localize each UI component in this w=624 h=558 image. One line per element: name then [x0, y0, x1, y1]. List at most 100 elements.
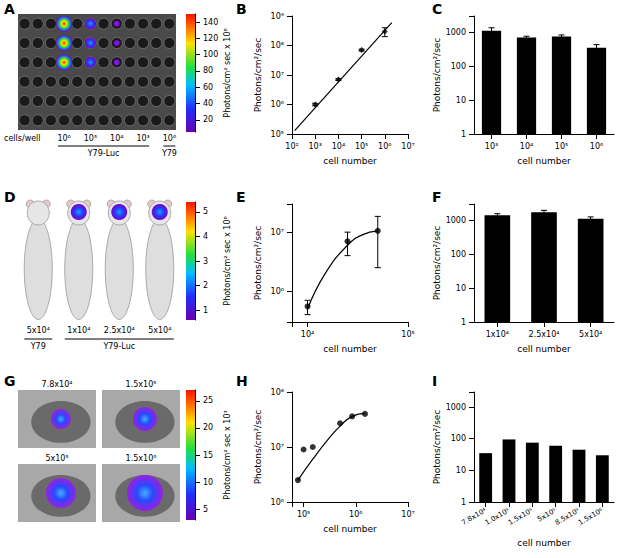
svg-text:Photons/cm²/sec: Photons/cm²/sec [253, 38, 263, 113]
svg-text:Photons/cm²/sec: Photons/cm²/sec [253, 410, 263, 485]
svg-text:5x10⁴: 5x10⁴ [27, 326, 50, 335]
svg-text:10⁷: 10⁷ [401, 510, 414, 519]
svg-text:100: 100 [451, 250, 466, 259]
svg-text:15: 15 [203, 451, 213, 460]
svg-text:40: 40 [203, 99, 213, 108]
svg-text:cell number: cell number [323, 524, 377, 534]
svg-text:D: D [4, 189, 16, 205]
svg-text:10⁶: 10⁶ [271, 100, 284, 109]
svg-text:cell number: cell number [323, 344, 377, 354]
svg-text:120: 120 [203, 34, 218, 43]
svg-text:10³: 10³ [136, 134, 149, 143]
svg-text:cells/well: cells/well [4, 134, 41, 143]
svg-text:10: 10 [203, 478, 213, 487]
svg-text:4: 4 [203, 232, 208, 241]
svg-text:10⁵: 10⁵ [271, 130, 284, 139]
svg-text:I: I [432, 373, 437, 389]
svg-text:10⁷: 10⁷ [271, 443, 284, 452]
svg-text:10⁴: 10⁴ [301, 330, 314, 339]
svg-text:10⁴: 10⁴ [110, 134, 123, 143]
svg-text:Photons/cm²/sec: Photons/cm²/sec [432, 38, 442, 113]
svg-text:5x10⁴: 5x10⁴ [579, 330, 602, 339]
svg-text:10⁷: 10⁷ [271, 71, 284, 80]
svg-text:1x10⁴: 1x10⁴ [486, 330, 509, 339]
svg-text:Y79-Luc: Y79-Luc [87, 149, 120, 158]
svg-text:Photons/cm² sec x 10⁶: Photons/cm² sec x 10⁶ [223, 28, 232, 117]
svg-text:10⁸: 10⁸ [271, 41, 284, 50]
svg-text:10³: 10³ [485, 142, 498, 151]
svg-text:80: 80 [203, 66, 213, 75]
svg-text:10⁵: 10⁵ [555, 142, 568, 151]
svg-text:Photons/cm²/sec: Photons/cm²/sec [253, 226, 263, 301]
svg-text:10⁵: 10⁵ [297, 510, 310, 519]
svg-text:Photons/cm²/sec: Photons/cm²/sec [432, 410, 442, 485]
svg-text:H: H [236, 373, 248, 389]
svg-text:100: 100 [451, 434, 466, 443]
svg-text:Photons/cm² sec x 10⁶: Photons/cm² sec x 10⁶ [223, 216, 232, 305]
svg-text:2.5x10⁴: 2.5x10⁴ [529, 330, 560, 339]
svg-text:25: 25 [203, 396, 213, 405]
svg-text:1: 1 [461, 498, 466, 507]
svg-text:10⁷: 10⁷ [401, 142, 414, 151]
svg-text:10⁹: 10⁹ [271, 12, 284, 21]
svg-text:C: C [432, 1, 442, 17]
svg-text:Y79: Y79 [161, 149, 177, 158]
svg-text:20: 20 [203, 423, 213, 432]
svg-text:2: 2 [203, 281, 208, 290]
svg-text:G: G [4, 373, 16, 389]
svg-text:1000: 1000 [446, 28, 466, 37]
svg-text:10: 10 [456, 466, 466, 475]
svg-text:cell number: cell number [517, 156, 571, 166]
svg-text:1.0x10⁵: 1.0x10⁵ [484, 506, 511, 526]
svg-text:Photons/cm² sec x 10³: Photons/cm² sec x 10³ [223, 410, 232, 499]
svg-text:20: 20 [203, 115, 213, 124]
svg-text:1.5x10⁶: 1.5x10⁶ [577, 506, 604, 526]
svg-text:10⁵: 10⁵ [84, 134, 97, 143]
svg-text:F: F [432, 189, 442, 205]
svg-text:1: 1 [203, 306, 208, 315]
svg-text:Photons/cm²/sec: Photons/cm²/sec [432, 226, 442, 301]
svg-text:Y79: Y79 [30, 342, 46, 351]
svg-text:10⁵: 10⁵ [401, 330, 414, 339]
svg-text:10⁴: 10⁴ [520, 142, 533, 151]
svg-text:1.5x10⁵: 1.5x10⁵ [507, 506, 534, 526]
svg-text:60: 60 [203, 83, 213, 92]
svg-text:7.8x10⁴: 7.8x10⁴ [460, 506, 487, 526]
svg-text:B: B [236, 1, 247, 17]
svg-text:A: A [4, 1, 15, 17]
svg-text:100: 100 [451, 62, 466, 71]
svg-text:100: 100 [203, 50, 218, 59]
svg-text:E: E [236, 189, 246, 205]
svg-text:10: 10 [456, 284, 466, 293]
svg-text:3: 3 [203, 257, 208, 266]
svg-text:10⁶: 10⁶ [271, 287, 284, 296]
svg-text:10²: 10² [285, 142, 298, 151]
svg-text:10⁶: 10⁶ [349, 510, 362, 519]
svg-text:7.8x10⁴: 7.8x10⁴ [42, 380, 73, 389]
svg-text:cell number: cell number [323, 156, 377, 166]
svg-text:1.5x10⁵: 1.5x10⁵ [126, 380, 157, 389]
svg-text:140: 140 [203, 18, 218, 27]
svg-text:10⁴: 10⁴ [332, 142, 345, 151]
svg-text:10: 10 [456, 96, 466, 105]
svg-text:1000: 1000 [446, 403, 466, 412]
svg-text:5: 5 [203, 207, 208, 216]
svg-text:10⁸: 10⁸ [271, 388, 284, 397]
svg-text:5x10⁴: 5x10⁴ [148, 326, 171, 335]
svg-text:Y79-Luc: Y79-Luc [102, 342, 135, 351]
svg-text:5x10⁵: 5x10⁵ [45, 454, 68, 463]
svg-text:cell number: cell number [517, 344, 571, 354]
svg-text:8.5x10⁵: 8.5x10⁵ [554, 506, 581, 526]
svg-text:2.5x10⁴: 2.5x10⁴ [104, 326, 135, 335]
svg-text:10³: 10³ [309, 142, 322, 151]
svg-text:10⁷: 10⁷ [271, 228, 284, 237]
svg-text:5: 5 [203, 505, 208, 514]
svg-text:10⁵: 10⁵ [355, 142, 368, 151]
svg-text:1.5x10⁶: 1.5x10⁶ [126, 454, 157, 463]
svg-text:cell number: cell number [517, 538, 571, 548]
svg-text:1: 1 [461, 318, 466, 327]
svg-text:10⁶: 10⁶ [271, 498, 284, 507]
svg-text:10⁶: 10⁶ [163, 134, 176, 143]
svg-text:10⁶: 10⁶ [590, 142, 603, 151]
svg-text:1x10⁴: 1x10⁴ [67, 326, 90, 335]
